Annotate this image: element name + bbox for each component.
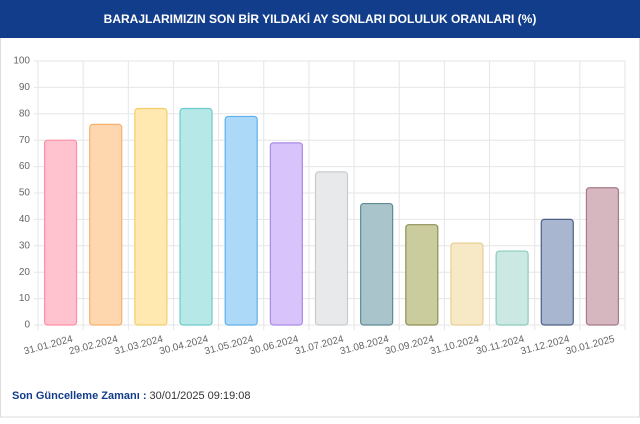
- x-tick-label: 31.05.2024: [203, 334, 255, 358]
- bar: [405, 224, 439, 326]
- bar: [43, 139, 78, 326]
- y-tick-label: 30: [19, 240, 31, 251]
- x-tick-label: 30.01.2025: [565, 334, 617, 358]
- bar: [89, 123, 123, 326]
- footer-label: Son Güncelleme Zamanı :: [12, 390, 147, 402]
- footer-value: 30/01/2025 09:19:08: [149, 390, 251, 402]
- x-tick-label: 30.04.2024: [158, 334, 210, 358]
- x-tick-label: 30.11.2024: [475, 334, 526, 358]
- y-tick-label: 40: [19, 214, 31, 225]
- bar: [179, 107, 213, 326]
- bar: [360, 202, 394, 326]
- bar: [314, 171, 349, 326]
- y-tick-label: 50: [19, 188, 31, 199]
- bar: [450, 242, 484, 326]
- x-tick-label: 31.08.2024: [339, 334, 391, 358]
- y-tick-label: 60: [19, 161, 31, 172]
- x-tick-label: 31.03.2024: [113, 334, 165, 358]
- y-tick-label: 100: [13, 56, 30, 67]
- y-tick-label: 70: [19, 135, 31, 146]
- x-tick-label: 29.02.2024: [68, 334, 120, 358]
- y-tick-label: 90: [19, 82, 31, 93]
- y-tick-label: 80: [19, 108, 31, 119]
- y-tick-label: 10: [19, 293, 31, 304]
- chart-title: BARAJLARIMIZIN SON BİR YILDAKİ AY SONLAR…: [0, 0, 640, 38]
- x-tick-label: 30.09.2024: [384, 334, 436, 358]
- y-tick-label: 20: [19, 267, 31, 278]
- y-tick-label: 0: [24, 320, 30, 331]
- x-tick-label: 31.12.2024: [520, 334, 572, 358]
- footer: Son Güncelleme Zamanı : 30/01/2025 09:19…: [12, 390, 250, 402]
- chart: 0 10 20 30 40 50 60 70 80 90 100 31.01.202429.02.20…: [0, 38, 640, 418]
- bar: [585, 187, 620, 326]
- bar: [134, 107, 168, 326]
- bar: [269, 142, 303, 326]
- bar: [224, 115, 258, 326]
- bar: [495, 250, 529, 326]
- x-tick-label: 30.06.2024: [249, 334, 301, 358]
- x-tick-label: 31.01.2024: [23, 334, 75, 358]
- x-tick-label: 31.10.2024: [429, 334, 481, 358]
- x-tick-label: 31.07.2024: [294, 334, 346, 358]
- bar: [540, 218, 574, 326]
